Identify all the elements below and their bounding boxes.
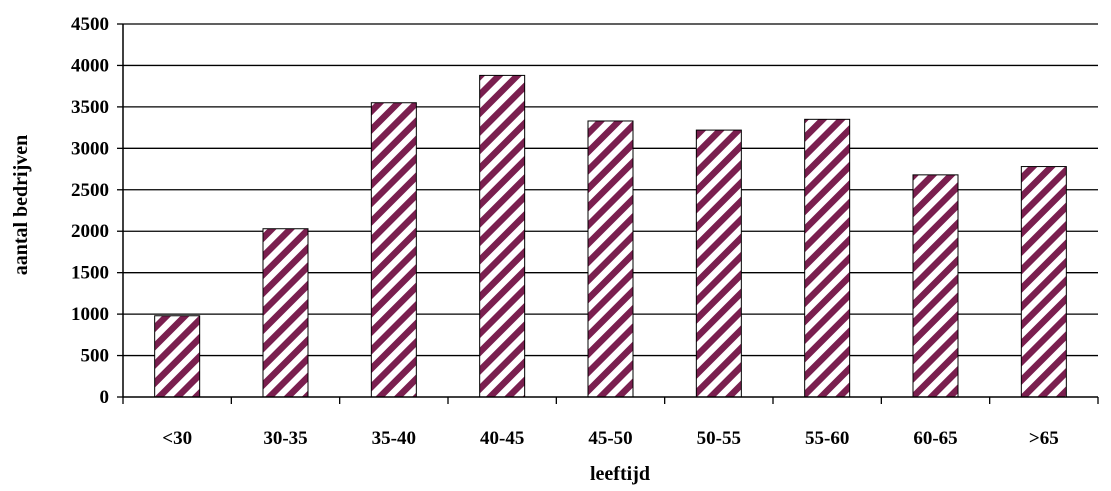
bar: [695, 129, 742, 398]
x-tick-label: 40-45: [480, 428, 524, 449]
x-tick-label: 60-65: [913, 428, 957, 449]
x-tick-labels: <30 30-35 35-40 40-45 45-50 50-55 55-60 60-65 >6…: [162, 428, 1058, 449]
y-tick-label: 1500: [71, 263, 109, 284]
y-tick-label: 500: [81, 346, 110, 367]
x-tick-label: 45-50: [588, 428, 632, 449]
bar: [154, 315, 201, 398]
y-tick-label: 3500: [71, 97, 109, 118]
y-tick-labels: 0 500 1000 1500 2000 2500 3000 3500 4000 4500: [71, 14, 123, 408]
bars: [154, 74, 1067, 398]
bar: [479, 74, 526, 398]
bar: [1020, 166, 1067, 398]
x-tick-label: 30-35: [263, 428, 307, 449]
bar: [587, 120, 634, 398]
bar: [262, 228, 309, 398]
y-tick-label: 2000: [71, 221, 109, 242]
y-tick-label: 2500: [71, 180, 109, 201]
y-axis-label: aantal bedrijven: [10, 135, 32, 276]
y-tick-label: 3000: [71, 138, 109, 159]
bar: [804, 118, 851, 398]
y-tick-label: 0: [100, 387, 110, 408]
y-tick-label: 1000: [71, 304, 109, 325]
axes: [122, 24, 1099, 404]
y-tick-label: 4000: [71, 55, 109, 76]
x-tick-label: 50-55: [697, 428, 741, 449]
x-tick-label: 35-40: [372, 428, 416, 449]
x-tick-label: <30: [162, 428, 192, 449]
x-tick-label: >65: [1029, 428, 1059, 449]
x-tick-label: 55-60: [805, 428, 849, 449]
bar: [370, 102, 417, 398]
bar: [912, 174, 959, 398]
y-tick-label: 4500: [71, 14, 109, 35]
x-axis-label: leeftijd: [590, 463, 650, 485]
